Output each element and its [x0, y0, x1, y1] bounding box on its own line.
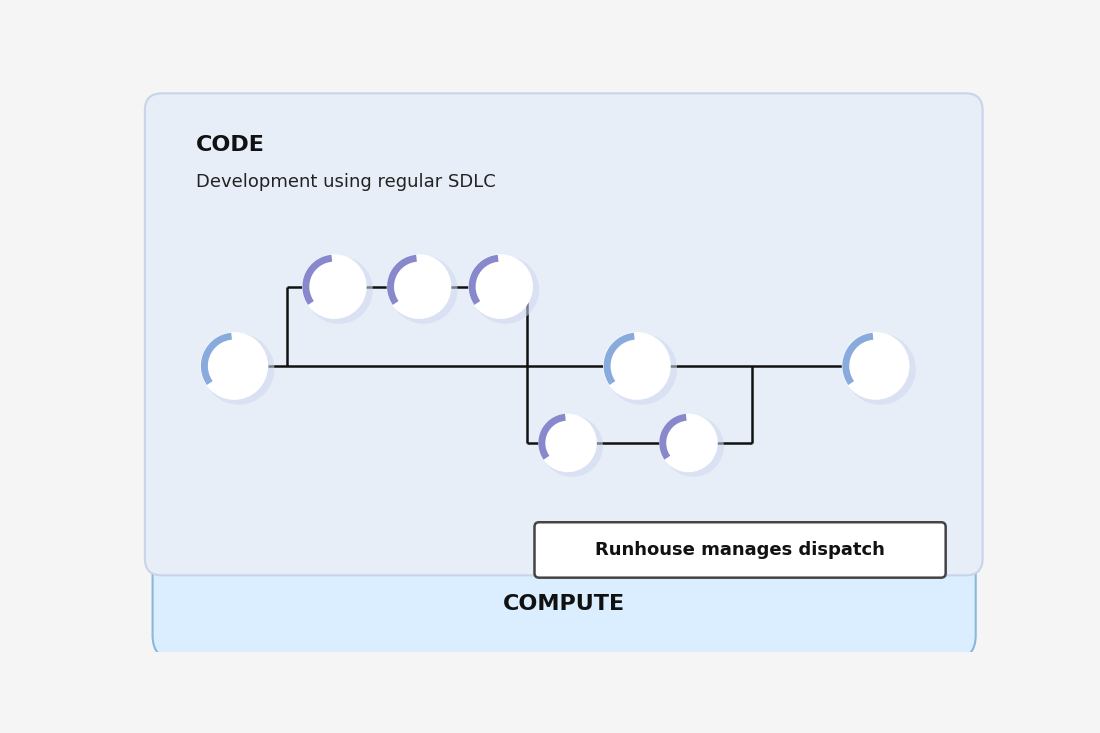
Text: Development using regular SDLC: Development using regular SDLC [196, 174, 495, 191]
Circle shape [603, 332, 671, 399]
Circle shape [541, 416, 603, 477]
Circle shape [606, 334, 678, 405]
Circle shape [200, 332, 268, 399]
Circle shape [469, 254, 532, 319]
Text: COMPUTE: COMPUTE [503, 594, 625, 614]
Circle shape [387, 254, 451, 319]
Circle shape [538, 413, 597, 472]
Text: Runhouse manages dispatch: Runhouse manages dispatch [595, 541, 886, 559]
Circle shape [471, 256, 539, 324]
FancyBboxPatch shape [145, 93, 982, 575]
Circle shape [305, 256, 373, 324]
Circle shape [659, 413, 717, 472]
FancyBboxPatch shape [535, 522, 946, 578]
Circle shape [845, 334, 916, 405]
Circle shape [662, 416, 724, 477]
Text: CODE: CODE [196, 135, 265, 155]
Circle shape [389, 256, 458, 324]
Circle shape [842, 332, 910, 399]
Circle shape [204, 334, 274, 405]
FancyBboxPatch shape [153, 548, 976, 660]
Circle shape [301, 254, 366, 319]
